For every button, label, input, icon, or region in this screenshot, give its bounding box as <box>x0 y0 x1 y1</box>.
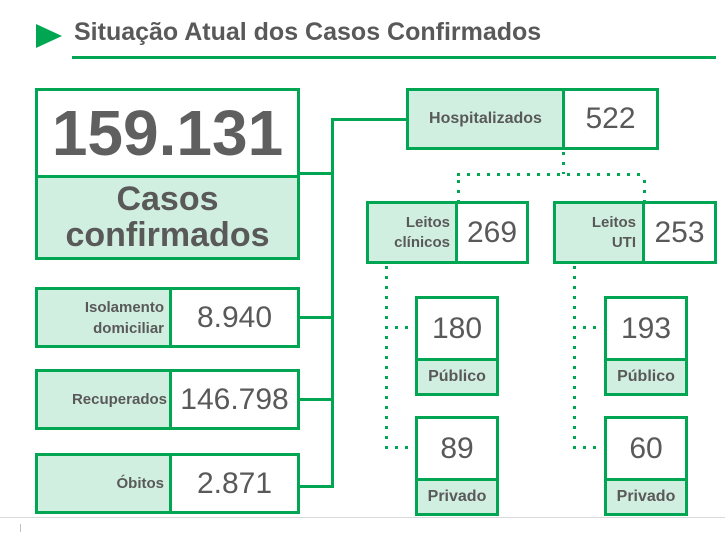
dotted-connector <box>573 446 603 449</box>
dotted-connector <box>573 266 576 452</box>
dotted-connector <box>562 152 565 174</box>
hospitalized-value: 522 <box>585 102 636 135</box>
total-cases-label-line1: Casos <box>116 180 219 218</box>
dotted-connector <box>457 173 647 176</box>
play-arrow-icon <box>36 24 62 48</box>
status-value: 146.798 <box>180 382 289 416</box>
clinical-beds-value: 269 <box>466 215 518 249</box>
breakdown-value: 60 <box>629 431 663 465</box>
dotted-connector <box>385 326 415 329</box>
clinical-public-card: 180 Público <box>415 296 499 396</box>
status-value: 8.940 <box>196 300 273 334</box>
dotted-connector <box>385 266 388 452</box>
connector-line <box>298 485 334 488</box>
status-value: 2.871 <box>196 466 273 500</box>
clinical-beds-label-line1: Leitos <box>405 213 450 231</box>
footer-tick <box>20 524 21 532</box>
clinical-beds-label-line2: clínicos <box>394 233 450 251</box>
connector-line <box>300 172 334 175</box>
status-card-recovered: Recuperados 146.798 <box>35 369 300 430</box>
dotted-connector <box>643 180 646 202</box>
breakdown-label: Público <box>607 358 685 393</box>
dotted-connector <box>573 326 603 329</box>
breakdown-value: 180 <box>431 311 483 345</box>
status-label-line2: domiciliar <box>93 319 164 337</box>
icu-private-card: 60 Privado <box>604 416 688 516</box>
title-underline <box>72 56 716 59</box>
status-label: Isolamento domiciliar <box>38 290 172 345</box>
page-title: Situação Atual dos Casos Confirmados <box>74 18 542 46</box>
connector-line <box>298 316 334 319</box>
total-cases-label-line2: confirmados <box>65 216 270 254</box>
clinical-private-card: 89 Privado <box>415 416 499 516</box>
icu-beds-label-line1: Leitos <box>591 213 636 231</box>
icu-beds-card: Leitos UTI 253 <box>553 201 717 264</box>
clinical-beds-label: Leitos clínicos <box>369 204 458 261</box>
status-label: Recuperados <box>38 372 172 427</box>
connector-line <box>331 118 407 121</box>
connector-line <box>331 118 334 488</box>
hospitalized-card: Hospitalizados 522 <box>406 88 659 150</box>
total-cases-card: 159.131 Casos confirmados <box>35 88 300 260</box>
breakdown-label: Privado <box>607 478 685 513</box>
breakdown-value: 193 <box>620 311 672 345</box>
breakdown-value: 89 <box>440 431 474 465</box>
total-cases-value: 159.131 <box>51 97 284 169</box>
status-label-line1: Isolamento <box>84 298 164 316</box>
status-card-deaths: Óbitos 2.871 <box>35 453 300 514</box>
icu-public-card: 193 Público <box>604 296 688 396</box>
icu-beds-label: Leitos UTI <box>556 204 645 261</box>
icu-beds-label-line2: UTI <box>611 233 636 251</box>
icu-beds-value: 253 <box>654 215 705 249</box>
breakdown-label: Privado <box>418 478 496 513</box>
clinical-beds-card: Leitos clínicos 269 <box>366 201 529 264</box>
status-label: Óbitos <box>38 456 172 511</box>
hospitalized-label: Hospitalizados <box>409 91 565 147</box>
breakdown-label: Público <box>418 358 496 393</box>
dotted-connector <box>385 446 415 449</box>
connector-line <box>298 398 334 401</box>
total-cases-label-area: Casos confirmados <box>38 175 297 257</box>
status-card-isolation: Isolamento domiciliar 8.940 <box>35 287 300 348</box>
dotted-connector <box>457 180 460 202</box>
footer-divider <box>0 517 725 518</box>
